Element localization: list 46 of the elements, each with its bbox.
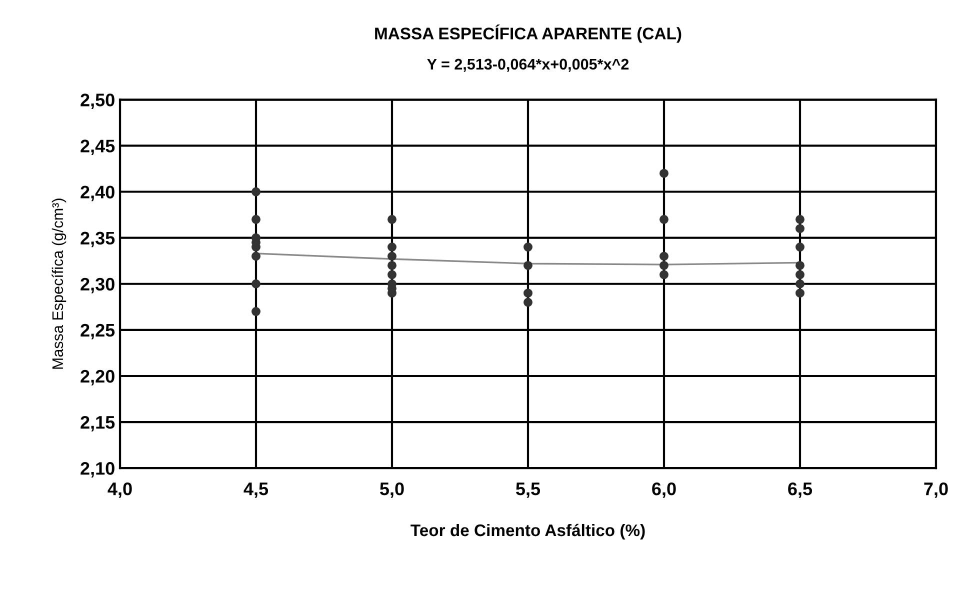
point	[388, 252, 396, 261]
x-axis-title: Teor de Cimento Asfáltico (%)	[410, 524, 645, 540]
point	[796, 214, 804, 224]
x-tick-label: 5,0	[380, 482, 404, 498]
point	[796, 242, 804, 252]
chart-title: MASSA ESPECÍFICA APARENTE (CAL)	[375, 24, 682, 43]
x-tick-label: 6,5	[788, 482, 812, 498]
y-tick-label: 2,20	[80, 370, 114, 386]
point	[388, 260, 396, 270]
point	[660, 252, 668, 261]
point	[388, 242, 396, 252]
point	[252, 252, 260, 261]
point	[660, 214, 668, 224]
y-tick-label: 2,40	[80, 186, 114, 202]
point	[252, 214, 260, 224]
point	[660, 270, 668, 280]
y-tick-label: 2,45	[80, 140, 115, 156]
point	[524, 242, 532, 252]
point	[388, 214, 396, 224]
x-tick-label: 4,5	[244, 482, 268, 498]
y-tick-label: 2,50	[80, 94, 114, 109]
y-tick-label: 2,30	[80, 278, 114, 294]
x-tick-label: 4,0	[108, 482, 132, 498]
y-tick-label: 2,15	[80, 416, 115, 432]
point	[388, 270, 396, 280]
y-axis-title: Massa Específica (g/cm³)	[52, 198, 66, 369]
point	[252, 279, 260, 288]
chart-subtitle: Y = 2,513-0,064*x+0,005*x^2	[427, 58, 629, 72]
point	[524, 260, 532, 270]
point	[524, 288, 532, 298]
point	[796, 270, 804, 280]
point	[796, 260, 804, 270]
point	[796, 279, 804, 288]
point	[796, 224, 804, 234]
point	[660, 260, 668, 270]
y-tick-label: 2,10	[80, 462, 114, 478]
point	[524, 298, 532, 307]
x-tick-label: 7,0	[924, 482, 948, 498]
point	[796, 288, 804, 298]
point	[660, 168, 668, 178]
y-tick-label: 2,25	[80, 324, 115, 340]
x-tick-label: 5,5	[516, 482, 540, 498]
point	[252, 187, 260, 196]
x-tick-label: 6,0	[652, 482, 676, 498]
point	[252, 307, 260, 316]
y-tick-label: 2,35	[80, 232, 115, 248]
